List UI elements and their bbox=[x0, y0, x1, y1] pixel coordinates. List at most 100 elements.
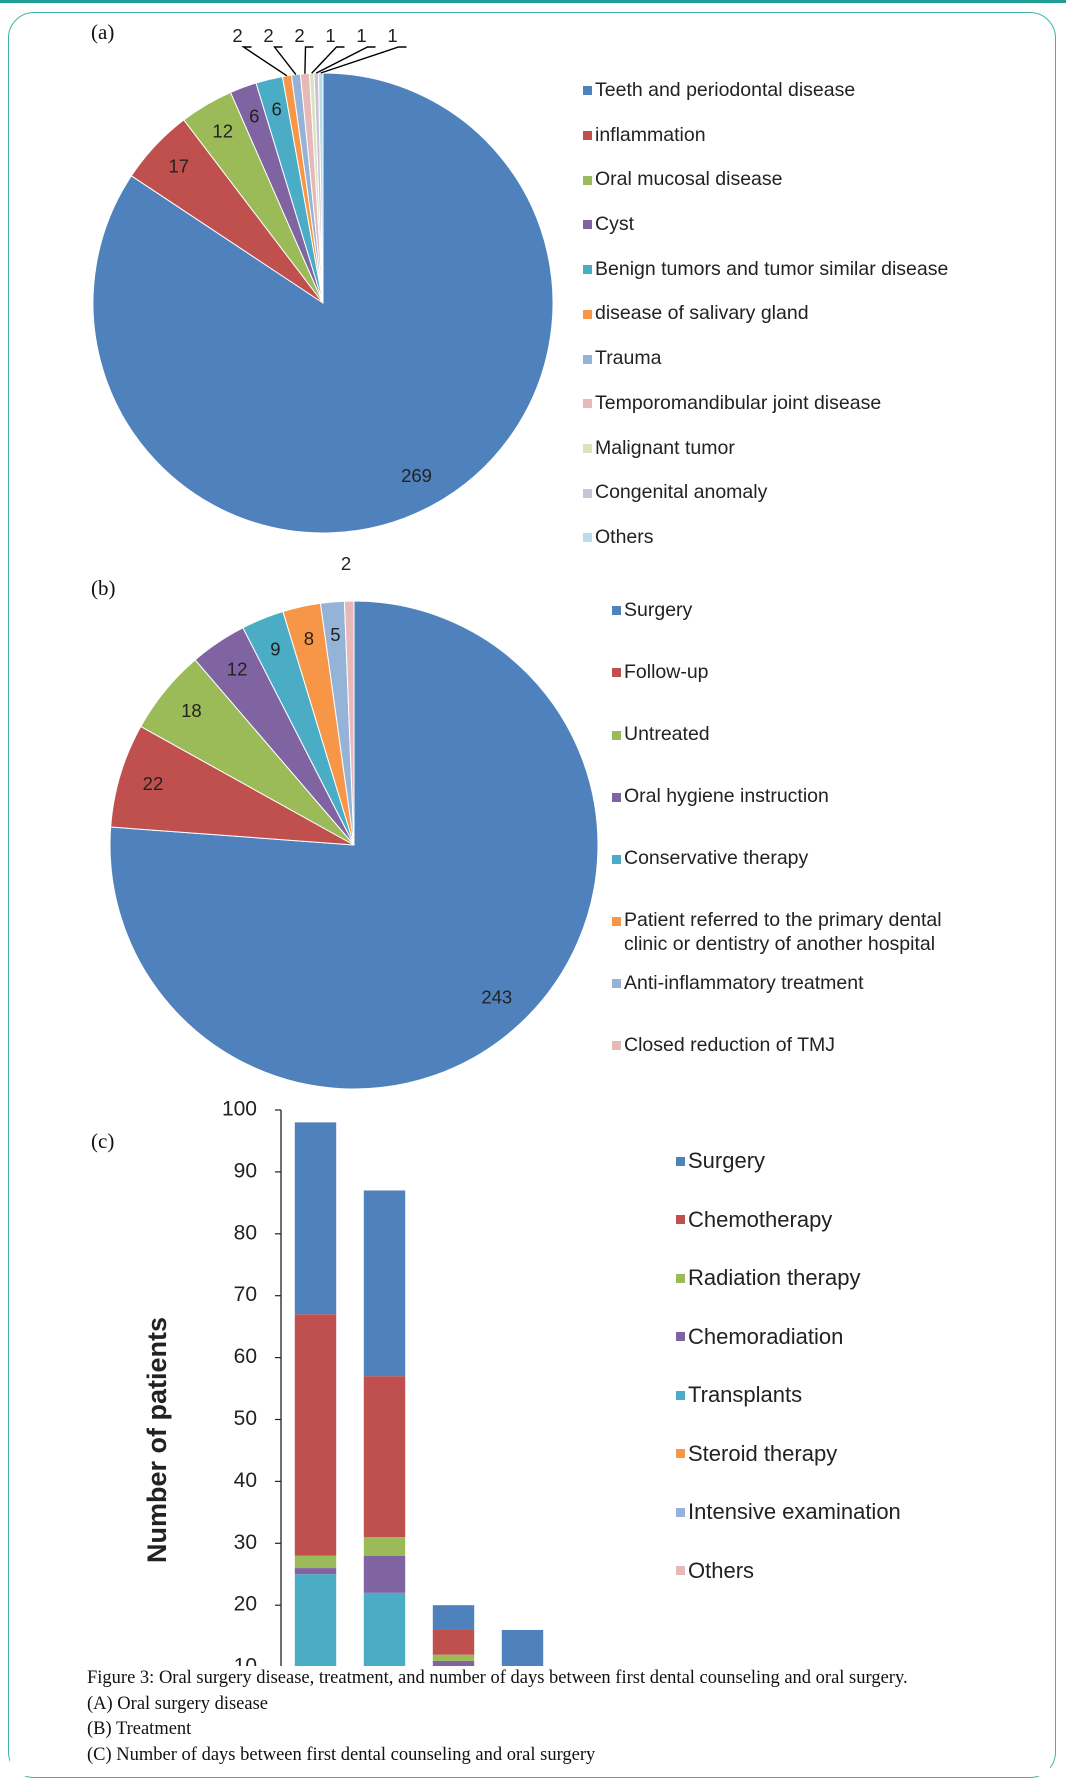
legend-item: Trauma bbox=[583, 347, 661, 370]
data-label: 18 bbox=[181, 700, 202, 721]
legend-item: Benign tumors and tumor similar disease bbox=[583, 258, 948, 281]
caption-line: (C) Number of days between first dental … bbox=[87, 1744, 596, 1765]
caption-title: Figure 3: Oral surgery disease, treatmen… bbox=[87, 1668, 908, 1688]
legend-label: Radiation therapy bbox=[688, 1265, 861, 1291]
caption: Figure 3: Oral surgery disease, treatmen… bbox=[10, 1666, 1050, 1776]
y-tick-label: 60 bbox=[234, 1345, 257, 1368]
pie-slice bbox=[110, 725, 355, 846]
legend-swatch bbox=[583, 399, 592, 409]
panel-label: (a) bbox=[91, 20, 114, 44]
data-label: 12 bbox=[227, 659, 248, 680]
legend-label: Chemotherapy bbox=[688, 1206, 833, 1232]
data-label: 17 bbox=[168, 156, 189, 177]
legend-item: Cyst bbox=[583, 213, 634, 236]
legend-label: Oral hygiene instruction bbox=[624, 785, 829, 808]
data-label: 2 bbox=[232, 25, 242, 46]
data-label: 8 bbox=[304, 628, 314, 649]
legend-swatch bbox=[612, 1041, 621, 1051]
legend-swatch bbox=[612, 916, 621, 926]
data-label: 269 bbox=[401, 465, 432, 486]
bar-segment bbox=[363, 1592, 406, 1674]
legend-swatch bbox=[583, 86, 592, 96]
legend-swatch bbox=[612, 606, 621, 616]
legend-label: Anti-inflammatory treatment bbox=[624, 971, 864, 994]
bar-segment bbox=[363, 1376, 406, 1538]
legend-label: Oral mucosal disease bbox=[595, 168, 783, 191]
y-axis-title: Number of patients bbox=[142, 1317, 172, 1563]
legend-label: Others bbox=[688, 1557, 755, 1583]
legend-swatch bbox=[676, 1390, 685, 1400]
leader-line bbox=[315, 46, 376, 74]
data-label: 12 bbox=[212, 120, 233, 141]
data-label: 2 bbox=[341, 553, 351, 574]
legend-label: Intensive examination bbox=[688, 1499, 901, 1525]
panel-label: (c) bbox=[91, 1129, 114, 1153]
legend-label: Temporomandibular joint disease bbox=[595, 391, 882, 414]
legend-label: Teeth and periodontal disease bbox=[595, 78, 856, 101]
legend-item: inflammation bbox=[583, 124, 706, 147]
legend-item: Follow-up bbox=[612, 661, 709, 684]
data-label: 2 bbox=[263, 25, 273, 46]
legend-label: Benign tumors and tumor similar disease bbox=[595, 257, 949, 280]
legend-swatch bbox=[583, 354, 592, 364]
legend-item: Radiation therapy bbox=[676, 1265, 860, 1291]
top-bar bbox=[0, 0, 1066, 3]
leader-line bbox=[273, 46, 297, 76]
bar-segment bbox=[363, 1537, 406, 1556]
legend-swatch bbox=[583, 309, 592, 319]
bar-segment bbox=[294, 1555, 337, 1569]
legend-item: Surgery bbox=[612, 599, 692, 622]
legend-swatch bbox=[676, 1332, 685, 1342]
leader-line bbox=[241, 46, 288, 77]
panel-label: (b) bbox=[91, 576, 116, 600]
legend-item: Untreated bbox=[612, 723, 710, 746]
legend-swatch bbox=[612, 978, 621, 988]
legend-swatch bbox=[676, 1449, 685, 1459]
legend-label: disease of salivary gland bbox=[595, 302, 809, 325]
figure-frame bbox=[8, 12, 1056, 1778]
bar-segment bbox=[363, 1555, 406, 1593]
legend-label: Transplants bbox=[688, 1382, 803, 1408]
legend-label: Chemoradiation bbox=[688, 1323, 844, 1349]
legend-swatch bbox=[676, 1507, 685, 1517]
caption-line: (B) Treatment bbox=[87, 1719, 192, 1739]
legend-item: Chemotherapy bbox=[676, 1207, 832, 1233]
legend-item: Temporomandibular joint disease bbox=[583, 392, 881, 415]
data-label: 6 bbox=[272, 99, 282, 120]
legend-swatch bbox=[583, 131, 592, 141]
y-tick-label: 50 bbox=[234, 1407, 257, 1430]
legend-label: Malignant tumor bbox=[595, 436, 735, 459]
leader-line bbox=[311, 46, 345, 74]
legend-label: Congenital anomaly bbox=[595, 481, 768, 504]
legend-item: Others bbox=[583, 526, 654, 549]
leader-line bbox=[320, 46, 407, 74]
pie-slice bbox=[317, 72, 324, 304]
legend-item: Conservative therapy bbox=[612, 847, 808, 870]
legend-label: Follow-up bbox=[624, 661, 709, 683]
legend-item: Patient referred to the primary dental c… bbox=[612, 909, 982, 956]
y-tick-label: 40 bbox=[234, 1469, 257, 1492]
bar-segment bbox=[294, 1314, 337, 1556]
y-tick-label: 90 bbox=[234, 1159, 257, 1182]
bar-segment bbox=[363, 1190, 406, 1377]
legend-label: Steroid therapy bbox=[688, 1440, 838, 1466]
legend-label: Closed reduction of TMJ bbox=[624, 1033, 835, 1056]
legend-item: Closed reduction of TMJ bbox=[612, 1034, 835, 1057]
legend-swatch bbox=[676, 1566, 685, 1576]
pie-slice bbox=[109, 600, 599, 1090]
legend-label: Conservative therapy bbox=[624, 847, 809, 870]
bar-segment bbox=[432, 1654, 475, 1661]
legend-swatch bbox=[583, 533, 592, 543]
legend-label: inflammation bbox=[595, 123, 706, 146]
bar-segment bbox=[432, 1629, 475, 1655]
y-tick-label: 80 bbox=[234, 1221, 257, 1244]
y-tick-label: 30 bbox=[234, 1531, 257, 1554]
y-tick-label: 100 bbox=[222, 1098, 257, 1121]
legend-swatch bbox=[676, 1215, 685, 1225]
legend-item: Teeth and periodontal disease bbox=[583, 79, 855, 102]
legend-swatch bbox=[676, 1273, 685, 1283]
legend-swatch bbox=[583, 175, 592, 185]
y-tick-label: 20 bbox=[234, 1593, 257, 1616]
